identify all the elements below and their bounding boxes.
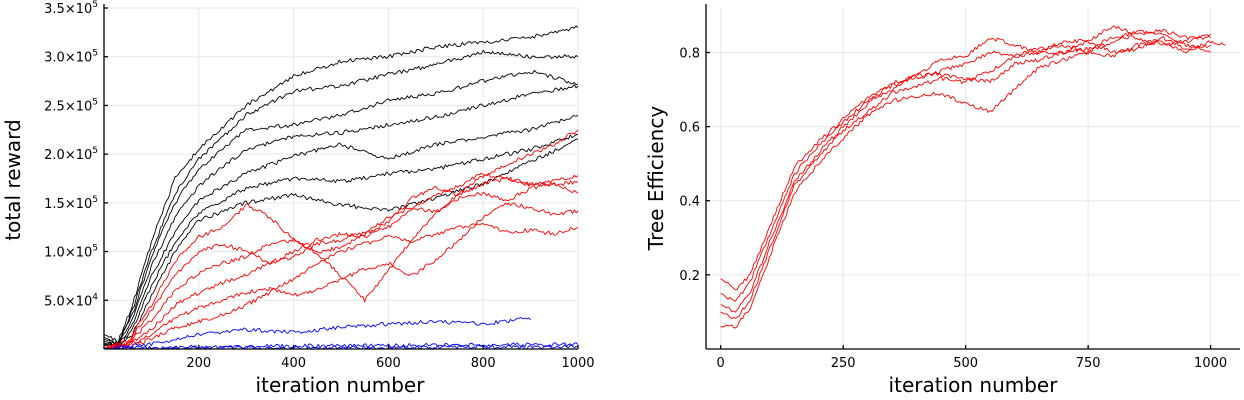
efficiency-chart-y-tick-label: 0.2	[679, 269, 700, 284]
reward-chart-x-axis-label: iteration number	[256, 373, 426, 397]
efficiency-chart-grid	[706, 8, 1240, 349]
reward-chart-series-line	[103, 174, 579, 349]
efficiency-chart-y-tick-label: 0.8	[679, 46, 700, 61]
efficiency-chart-x-tick-label: 750	[1076, 356, 1101, 371]
reward-chart-x-tick-label: 800	[471, 356, 496, 371]
efficiency-chart-x-tick-label: 250	[831, 356, 856, 371]
reward-chart-x-tick-label: 1000	[561, 356, 594, 371]
efficiency-chart-series-line	[720, 36, 1211, 319]
reward-chart-grid	[104, 7, 579, 349]
reward-chart-series-line	[103, 223, 579, 350]
reward-chart-axes	[103, 4, 578, 350]
reward-chart: 200 400 600 800 1000 5.0×104 1.0×105 1.5×105 2.0…	[1, 0, 595, 397]
reward-chart-y-tick-label: 3.0×105	[44, 49, 98, 66]
reward-chart-series-line	[103, 25, 579, 344]
reward-chart-x-tick-label: 400	[281, 356, 306, 371]
reward-chart-x-tick-label: 200	[186, 356, 211, 371]
efficiency-chart-y-axis-label: Tree Efficiency	[644, 106, 668, 252]
reward-chart-series-line	[103, 202, 579, 350]
reward-chart-y-axis-label: total reward	[1, 119, 25, 240]
efficiency-chart: 0 250 500 750 1000 0.2 0.4 0.6 0.8 iteration num…	[644, 4, 1240, 397]
efficiency-chart-ticks: 0 250 500 750 1000 0.2 0.4 0.6 0.8	[679, 46, 1227, 371]
reward-chart-y-tick-label: 5.0×104	[44, 292, 98, 309]
efficiency-chart-x-tick-label: 1000	[1194, 356, 1227, 371]
reward-chart-series-line	[103, 84, 579, 348]
reward-chart-series-line	[103, 134, 579, 349]
reward-chart-series-line	[103, 114, 579, 348]
efficiency-chart-x-tick-label: 500	[953, 356, 978, 371]
efficiency-chart-y-tick-label: 0.4	[679, 195, 700, 210]
reward-chart-y-tick-label: 2.0×105	[44, 146, 98, 163]
reward-chart-x-tick-label: 600	[376, 356, 401, 371]
reward-chart-series-line	[103, 129, 579, 349]
efficiency-chart-x-axis-label: iteration number	[889, 373, 1059, 397]
reward-chart-y-tick-label: 2.5×105	[44, 97, 98, 114]
reward-chart-series-line	[103, 69, 579, 346]
reward-chart-y-tick-label: 1.5×105	[44, 195, 98, 212]
reward-chart-series-line	[103, 49, 579, 345]
efficiency-chart-series-line	[720, 33, 1211, 302]
efficiency-chart-series	[720, 25, 1226, 329]
reward-chart-y-tick-label: 3.5×105	[44, 0, 98, 17]
reward-chart-y-tick-label: 1.0×105	[44, 244, 98, 261]
reward-chart-series-line	[103, 317, 531, 350]
efficiency-chart-y-tick-label: 0.6	[679, 121, 700, 136]
efficiency-chart-series-line	[720, 40, 1226, 329]
reward-chart-series-line	[103, 342, 579, 350]
reward-chart-ticks: 200 400 600 800 1000 5.0×104 1.0×105 1.5×105 2.0…	[44, 0, 594, 371]
reward-chart-series	[103, 25, 579, 350]
efficiency-chart-x-tick-label: 0	[717, 356, 725, 371]
efficiency-chart-axes	[705, 4, 1240, 350]
reward-chart-series-line	[103, 172, 579, 349]
efficiency-chart-series-line	[720, 29, 1211, 313]
reward-chart-series-line	[103, 182, 579, 350]
